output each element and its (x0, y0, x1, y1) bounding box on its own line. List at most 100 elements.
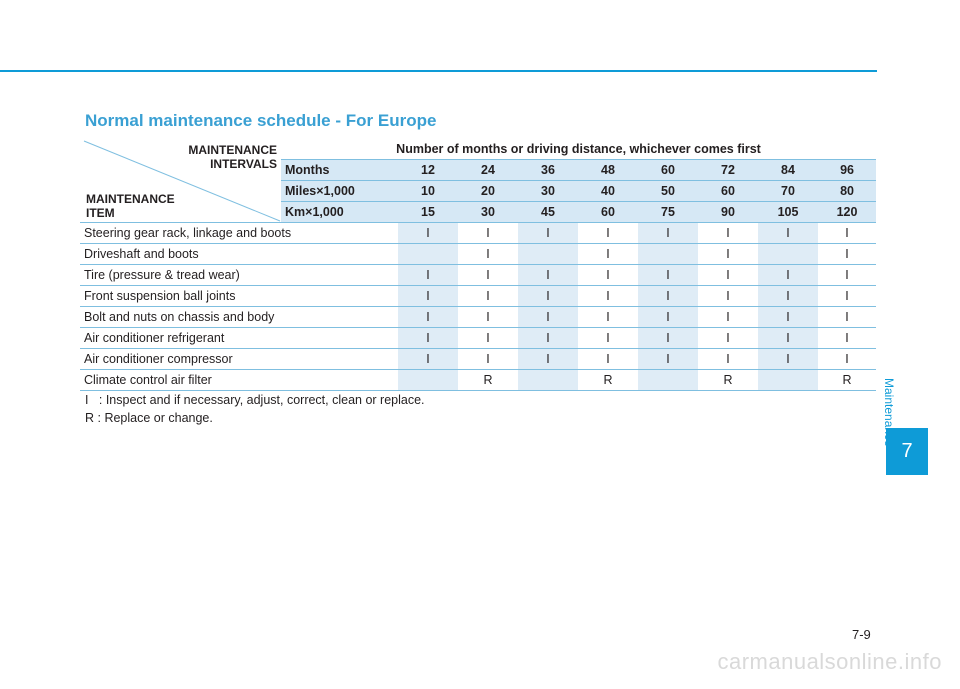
table-row: Bolt and nuts on chassis and body I I I I I I I… (80, 306, 877, 328)
schedule-cell: I (758, 306, 818, 328)
schedule-cell (518, 243, 578, 265)
schedule-cell (518, 369, 578, 391)
legend-replace: R : Replace or change. (85, 411, 213, 425)
schedule-cell: I (698, 222, 758, 244)
interval-header-row: Months 12 24 36 48 60 72 84 96 (80, 159, 877, 181)
interval-value: 120 (818, 201, 877, 223)
corner-intervals-line-2: INTERVALS (210, 157, 277, 171)
schedule-cell: I (818, 306, 877, 328)
schedule-cell: I (758, 327, 818, 349)
schedule-cell: I (818, 243, 877, 265)
schedule-cell: I (638, 327, 698, 349)
table-row: Driveshaft and boots I I I I (80, 243, 877, 265)
interval-header-row: Miles×1,000 10 20 30 40 50 60 70 80 (80, 180, 877, 202)
schedule-cell: I (578, 348, 638, 370)
schedule-cell: I (818, 264, 877, 286)
schedule-cell: R (698, 369, 758, 391)
corner-intervals-line-1: MAINTENANCE (188, 143, 277, 157)
schedule-cell: I (698, 264, 758, 286)
schedule-cell: I (578, 285, 638, 307)
schedule-cell (758, 369, 818, 391)
interval-value: 30 (518, 180, 578, 202)
maintenance-schedule-table: MAINTENANCE INTERVALS MAINTENANCE ITEM N… (80, 139, 877, 391)
corner-diagonal (83, 140, 281, 222)
schedule-cell: I (698, 327, 758, 349)
interval-value: 10 (398, 180, 458, 202)
schedule-cell: I (518, 306, 578, 328)
schedule-cell (638, 243, 698, 265)
table-row: Air conditioner compressor I I I I I I I I (80, 348, 877, 370)
schedule-cell: I (458, 327, 518, 349)
schedule-cell: I (518, 285, 578, 307)
interval-value: 50 (638, 180, 698, 202)
schedule-cell: I (758, 264, 818, 286)
interval-unit-label: Months (281, 159, 398, 181)
interval-value: 72 (698, 159, 758, 181)
schedule-cell: I (818, 222, 877, 244)
schedule-cell: I (458, 285, 518, 307)
table-row: Steering gear rack, linkage and boots I I I… (80, 222, 877, 244)
maintenance-item: Steering gear rack, linkage and boots (80, 222, 398, 244)
schedule-cell: I (398, 327, 458, 349)
corner-item-line-1: MAINTENANCE (86, 192, 175, 206)
schedule-cell: R (818, 369, 877, 391)
maintenance-item: Air conditioner compressor (80, 348, 398, 370)
interval-value: 90 (698, 201, 758, 223)
schedule-cell (398, 243, 458, 265)
corner-item-line-2: ITEM (86, 206, 115, 220)
schedule-cell: I (398, 264, 458, 286)
schedule-cell: I (398, 348, 458, 370)
schedule-cell: R (458, 369, 518, 391)
schedule-cell: I (698, 348, 758, 370)
schedule-cell (758, 243, 818, 265)
interval-value: 45 (518, 201, 578, 223)
schedule-cell: I (578, 306, 638, 328)
schedule-cell: I (458, 264, 518, 286)
interval-value: 105 (758, 201, 818, 223)
schedule-cell: I (578, 243, 638, 265)
interval-unit-label: Miles×1,000 (281, 180, 398, 202)
schedule-cell: I (518, 327, 578, 349)
schedule-cell: I (578, 264, 638, 286)
interval-value: 70 (758, 180, 818, 202)
interval-value: 40 (578, 180, 638, 202)
interval-value: 80 (818, 180, 877, 202)
interval-header-row: Km×1,000 15 30 45 60 75 90 105 120 (80, 201, 877, 223)
top-rule (0, 70, 877, 72)
schedule-cell: I (578, 327, 638, 349)
corner-intervals-label: MAINTENANCE INTERVALS (188, 143, 277, 171)
schedule-cell: I (758, 222, 818, 244)
schedule-cell: I (818, 327, 877, 349)
schedule-cell: I (758, 348, 818, 370)
schedule-cell: I (818, 348, 877, 370)
interval-unit-label: Km×1,000 (281, 201, 398, 223)
schedule-cell: I (518, 348, 578, 370)
schedule-cell: I (458, 243, 518, 265)
interval-value: 15 (398, 201, 458, 223)
schedule-cell: I (398, 306, 458, 328)
table-row: Front suspension ball joints I I I I I I I I (80, 285, 877, 307)
schedule-cell (398, 369, 458, 391)
interval-value: 60 (698, 180, 758, 202)
schedule-cell: R (578, 369, 638, 391)
schedule-cell: I (638, 306, 698, 328)
schedule-cell: I (458, 222, 518, 244)
chapter-side-label: Maintenance (882, 378, 896, 447)
schedule-cell: I (698, 243, 758, 265)
schedule-cell: I (638, 348, 698, 370)
schedule-cell: I (518, 222, 578, 244)
schedule-cell: I (638, 222, 698, 244)
schedule-cell: I (818, 285, 877, 307)
interval-value: 48 (578, 159, 638, 181)
maintenance-item: Climate control air filter (80, 369, 398, 391)
legend-inspect: I : Inspect and if necessary, adjust, co… (85, 393, 425, 407)
table-corner-header: MAINTENANCE INTERVALS MAINTENANCE ITEM (80, 139, 281, 223)
interval-value: 75 (638, 201, 698, 223)
interval-value: 96 (818, 159, 877, 181)
schedule-cell: I (698, 285, 758, 307)
maintenance-item: Bolt and nuts on chassis and body (80, 306, 398, 328)
schedule-cell: I (398, 222, 458, 244)
interval-value: 36 (518, 159, 578, 181)
schedule-cell: I (458, 348, 518, 370)
interval-value: 12 (398, 159, 458, 181)
